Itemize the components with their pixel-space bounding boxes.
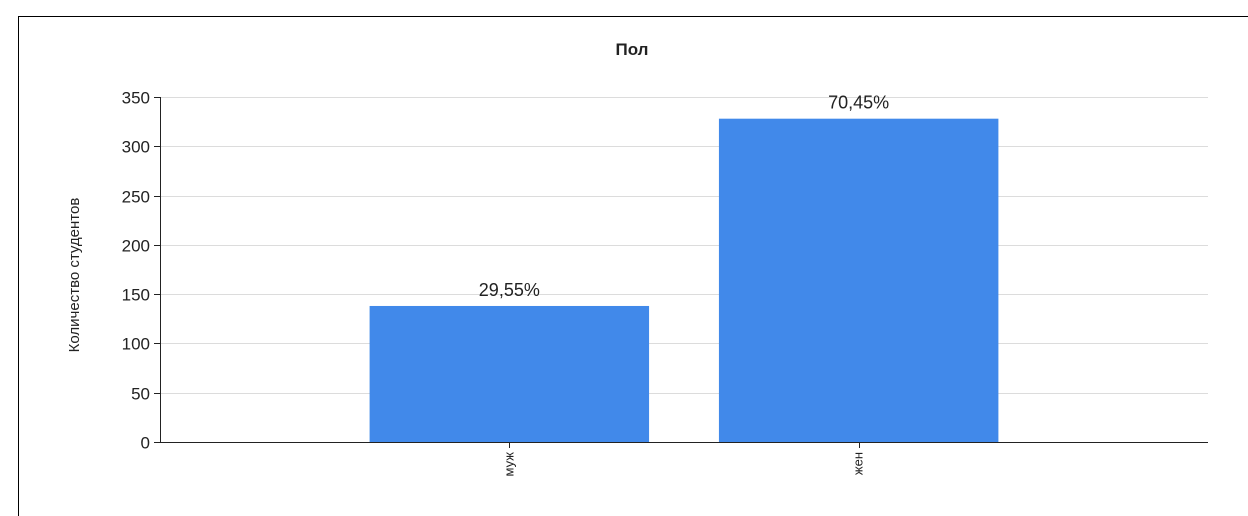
- bar-2: [718, 118, 999, 442]
- y-tick-label: 250: [122, 188, 150, 207]
- y-tick-labels: 0 50 100 150 200 250 300 350: [122, 89, 150, 453]
- y-tick-label: 100: [122, 335, 150, 354]
- y-tick-label: 50: [131, 385, 150, 404]
- data-label: 29,55%: [479, 280, 540, 300]
- y-tick-label: 200: [122, 237, 150, 256]
- y-tick-label: 150: [122, 286, 150, 305]
- y-tick-label: 300: [122, 138, 150, 157]
- x-category-label: жен: [851, 452, 866, 475]
- bars: [369, 118, 999, 442]
- data-label: 70,45%: [828, 93, 889, 113]
- y-tick-label: 350: [122, 89, 150, 108]
- x-category-label: муж: [501, 452, 516, 477]
- x-category-labels: муж жен: [501, 452, 865, 477]
- bar-1: [369, 305, 650, 442]
- y-axis-label: Количество студентов: [66, 198, 83, 353]
- gridlines: [160, 97, 1208, 394]
- axes: [154, 97, 1208, 448]
- data-labels: 29,55% 70,45%: [479, 93, 889, 300]
- chart-title: Пол: [616, 40, 649, 59]
- y-tick-label: 0: [141, 434, 150, 453]
